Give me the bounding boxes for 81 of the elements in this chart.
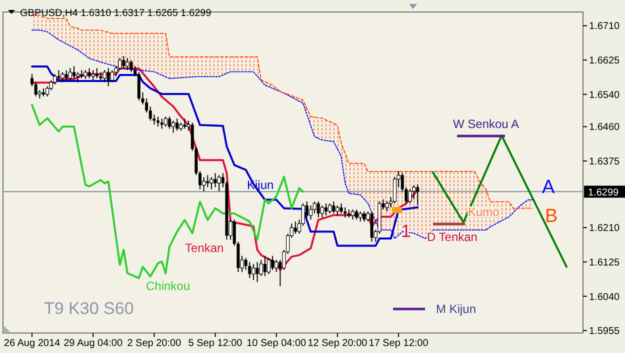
- candlestick: [156, 116, 160, 128]
- candlestick: [126, 58, 130, 71]
- candlestick: [266, 257, 271, 275]
- candlestick: [263, 255, 266, 277]
- candlestick: [385, 200, 389, 212]
- candlestick: [320, 204, 324, 218]
- candlestick: [256, 261, 259, 283]
- candlestick: [206, 174, 210, 188]
- series-label: Chinkou: [146, 279, 190, 293]
- candlestick: [271, 255, 274, 271]
- y-tick-label: 1.6460: [589, 122, 620, 134]
- y-tick-label: 1.5955: [589, 326, 620, 338]
- y-tick-label: 1.6540: [589, 90, 620, 101]
- candlestick: [332, 200, 336, 214]
- candlestick: [64, 70, 68, 81]
- candlestick: [88, 68, 91, 79]
- candlestick: [416, 184, 420, 206]
- candlestick: [176, 118, 179, 132]
- candlestick: [316, 200, 320, 218]
- candlestick: [362, 210, 366, 222]
- candlestick: [57, 70, 60, 81]
- candlestick: [95, 68, 98, 79]
- candlestick: [252, 263, 256, 281]
- y-tick-label: 1.6710: [589, 21, 620, 32]
- candlestick: [308, 204, 313, 220]
- candlestick: [34, 82, 38, 97]
- candlestick: [72, 66, 76, 79]
- candlestick: [145, 98, 148, 114]
- annotation: W Senkou A: [453, 117, 520, 131]
- annotation: M Kijun: [436, 302, 476, 316]
- candlestick: [148, 106, 152, 122]
- candlestick: [336, 204, 340, 216]
- candlestick: [350, 208, 355, 220]
- candlestick: [68, 68, 72, 81]
- series-label: B: [545, 206, 558, 227]
- candlestick: [60, 72, 64, 83]
- x-tick-label: 29 Aug 04:00: [64, 338, 123, 349]
- candlestick: [412, 184, 416, 200]
- chart-title: GBPUSD,H4 1.6310 1.6317 1.6265 1.6299: [20, 8, 212, 19]
- candlestick: [171, 120, 176, 134]
- x-tick-label: 5 Sep 12:00: [188, 338, 243, 349]
- candlestick: [198, 170, 202, 190]
- candlestick: [355, 208, 358, 220]
- line-series: [31, 104, 304, 280]
- candlestick: [122, 56, 126, 69]
- candlestick: [340, 202, 343, 214]
- candlestick: [214, 172, 217, 188]
- x-tick-label: 2 Sep 20:00: [127, 338, 182, 349]
- candlestick: [160, 118, 164, 130]
- candlestick: [217, 174, 221, 192]
- candlestick: [130, 60, 133, 73]
- y-tick-label: 1.6210: [589, 223, 620, 234]
- x-tick-label: 10 Sep 04:00: [246, 338, 307, 349]
- candlestick: [30, 74, 34, 87]
- candlestick: [294, 221, 297, 234]
- candlestick: [102, 70, 106, 83]
- candlestick: [324, 202, 328, 216]
- series-label: A: [542, 177, 555, 198]
- candlestick: [358, 210, 362, 222]
- y-tick-label: 1.6125: [589, 257, 620, 268]
- x-tick-label: 17 Sep 12:00: [368, 338, 429, 349]
- y-tick-label: 1.6375: [589, 156, 620, 168]
- candlestick: [168, 116, 171, 130]
- annotation: D Tenkan: [427, 230, 478, 244]
- ref-line-label: 1.6299: [588, 188, 620, 199]
- candlestick: [164, 116, 168, 128]
- candlestick: [110, 70, 114, 83]
- candlestick: [328, 202, 332, 214]
- candlestick: [344, 206, 347, 218]
- x-tick-label: 12 Sep 20:00: [308, 338, 368, 349]
- candlestick: [210, 176, 214, 190]
- y-tick-label: 1.6040: [589, 292, 620, 303]
- candlestick: [183, 118, 186, 130]
- annotation: T9 K30 S60: [44, 299, 134, 318]
- series-label: Tenkan: [185, 241, 224, 255]
- candlestick: [248, 261, 252, 279]
- candlestick: [106, 68, 110, 87]
- candlestick: [91, 70, 95, 81]
- candlestick: [408, 188, 412, 204]
- y-tick-label: 1.6625: [589, 56, 620, 67]
- x-tick-label: 26 Aug 2014: [4, 338, 61, 349]
